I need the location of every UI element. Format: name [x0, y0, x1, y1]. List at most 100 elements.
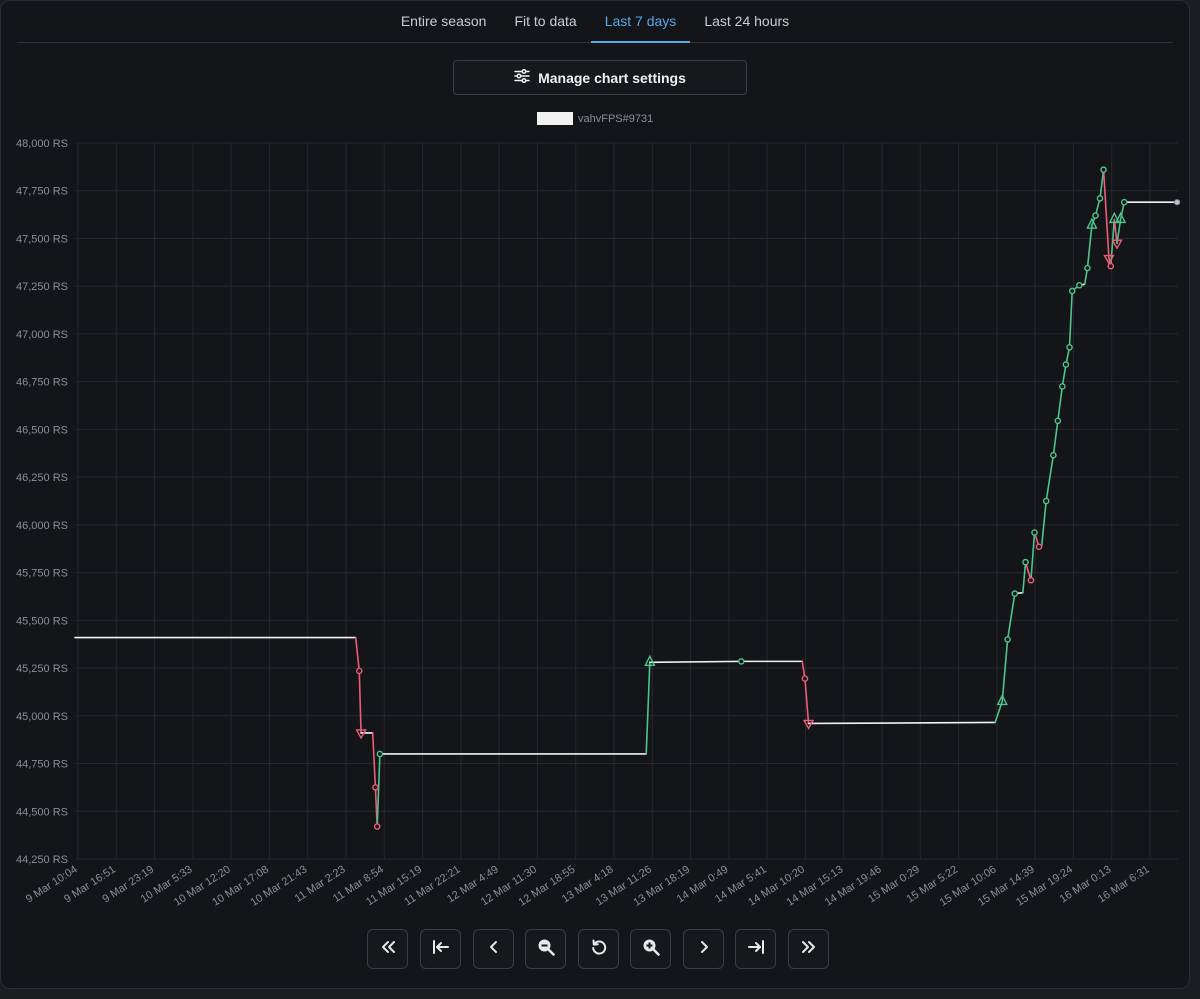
rank-up-marker: [644, 654, 656, 667]
data-point-marker: [1084, 264, 1091, 272]
manage-chart-settings-button[interactable]: Manage chart settings: [453, 60, 747, 95]
y-tick-label: 45,000 RS: [16, 711, 68, 723]
series-segment: [358, 670, 362, 734]
legend-series-label: vahvFPS#9731: [578, 112, 654, 125]
series-segment: [1045, 454, 1055, 502]
rank-up-marker: [1114, 211, 1127, 224]
data-point-marker: [1050, 451, 1057, 459]
series-segment: [807, 721, 996, 725]
series-segment: [1116, 218, 1122, 245]
y-tick-label: 47,500 RS: [16, 233, 68, 245]
data-point-marker: [1011, 590, 1019, 597]
rank-down-marker: [802, 719, 815, 730]
series-segment: [1030, 531, 1036, 582]
data-point-marker: [1022, 558, 1029, 566]
data-point-marker: [1096, 195, 1104, 202]
sliders-icon: [514, 68, 530, 86]
y-tick-label: 46,250 RS: [16, 472, 68, 484]
tab-last-24-hours[interactable]: Last 24 hours: [704, 13, 790, 29]
data-point-marker: [1004, 636, 1011, 643]
tab-fit-to-data[interactable]: Fit to data: [514, 13, 577, 29]
series-segment: [1099, 168, 1105, 200]
data-point-marker: [1068, 287, 1076, 295]
y-tick-label: 44,250 RS: [16, 854, 68, 866]
legend-swatch: [537, 112, 573, 125]
series-segment: [1068, 290, 1073, 349]
data-point-marker: [1076, 281, 1083, 289]
series-segment: [1061, 363, 1067, 388]
chevron-left-icon: [489, 940, 499, 959]
rank-down-marker: [1103, 254, 1115, 265]
y-axis: 44,250 RS 44,500 RS 44,750 RS 45,000 RS 45,2…: [16, 138, 68, 866]
data-point-marker: [355, 667, 363, 675]
step-forward-button[interactable]: [683, 929, 724, 969]
series-segment: [645, 661, 651, 755]
y-tick-label: 45,750 RS: [16, 568, 68, 580]
double-chevron-left-icon: [380, 940, 396, 959]
data-point-marker: [372, 784, 379, 791]
data-point-marker: [1035, 543, 1043, 551]
y-tick-label: 47,000 RS: [16, 329, 68, 341]
series-segment: [354, 636, 361, 672]
rank-up-marker: [996, 693, 1008, 706]
y-tick-label: 48,000 RS: [16, 138, 68, 150]
rank-up-marker: [1086, 217, 1098, 229]
y-tick-label: 45,250 RS: [16, 663, 68, 675]
jump-far-back-button[interactable]: [367, 929, 408, 969]
y-tick-label: 44,500 RS: [16, 806, 68, 818]
zoom-out-button[interactable]: [525, 929, 566, 969]
series-segment: [1040, 500, 1047, 547]
data-point-marker: [1092, 212, 1099, 219]
data-point-marker: [1031, 529, 1038, 536]
y-tick-label: 46,750 RS: [16, 377, 68, 389]
double-chevron-right-icon: [801, 940, 817, 959]
zoom-in-icon: [642, 938, 660, 961]
arrow-to-end-icon: [747, 939, 765, 959]
reset-icon: [591, 939, 607, 960]
zoom-in-button[interactable]: [630, 929, 671, 969]
manage-chart-settings-label: Manage chart settings: [538, 69, 686, 86]
data-point-marker: [373, 823, 381, 830]
series-segment: [1001, 638, 1009, 703]
jump-far-forward-button[interactable]: [788, 929, 829, 969]
arrow-to-start-icon: [432, 939, 450, 959]
y-tick-label: 45,500 RS: [16, 615, 68, 627]
tab-last-7-days[interactable]: Last 7 days: [590, 1, 691, 43]
y-tick-label: 44,750 RS: [16, 759, 68, 771]
data-point-marker: [1107, 262, 1115, 270]
step-back-button[interactable]: [473, 929, 514, 969]
rank-down-marker: [1111, 239, 1123, 250]
chart-legend[interactable]: vahvFPS#9731: [537, 112, 653, 125]
series-segment: [804, 677, 810, 725]
y-tick-label: 47,250 RS: [16, 281, 68, 293]
reset-view-button[interactable]: [578, 929, 619, 969]
data-point-marker: [1062, 361, 1070, 368]
series-segment: [371, 732, 377, 789]
zoom-out-icon: [537, 938, 555, 961]
jump-to-end-button[interactable]: [735, 929, 776, 969]
series-segment: [1052, 420, 1059, 456]
data-point-marker: [1100, 166, 1107, 174]
series-segment: [1102, 168, 1110, 260]
data-point-marker: [801, 675, 809, 682]
data-point-marker: [376, 750, 384, 758]
data-point-marker: [1027, 576, 1035, 584]
grid-layer: [75, 142, 1178, 860]
chart-navigation: [0, 929, 1200, 971]
y-tick-label: 46,000 RS: [16, 520, 68, 532]
data-point-marker: [737, 658, 745, 665]
series-segment: [649, 660, 743, 664]
y-tick-label: 47,750 RS: [16, 186, 68, 198]
data-point-marker: [1042, 497, 1050, 505]
series-markers: [355, 166, 1181, 830]
time-range-tabs: Entire season Fit to data Last 7 days La…: [17, 1, 1173, 43]
data-point-marker: [1066, 343, 1073, 351]
series-line: [74, 168, 1178, 828]
series-segment: [1057, 385, 1064, 422]
jump-to-start-button[interactable]: [420, 929, 461, 969]
series-segment: [1006, 592, 1016, 641]
latest-point-marker: [1174, 199, 1181, 206]
tab-entire-season[interactable]: Entire season: [400, 13, 487, 29]
